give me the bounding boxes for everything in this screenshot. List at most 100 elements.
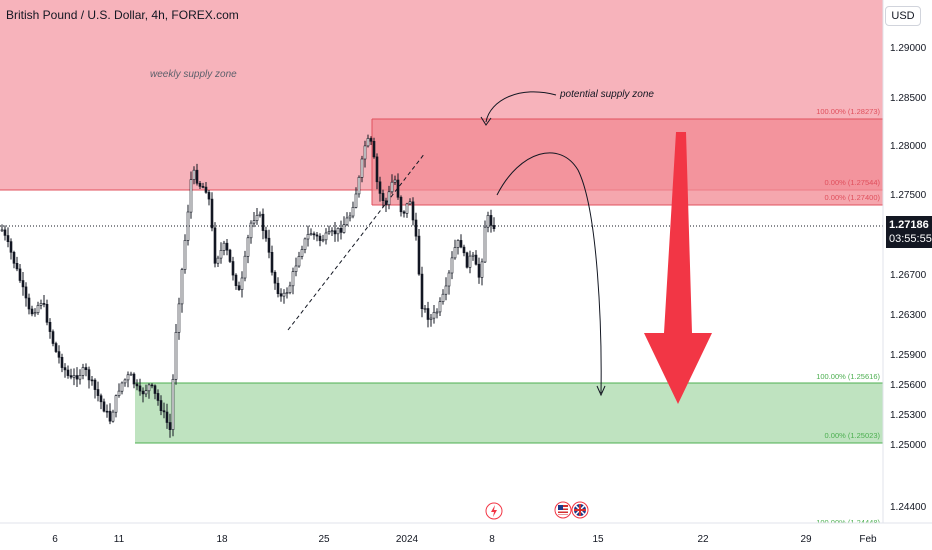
candle-body	[231, 261, 235, 276]
candle-body	[108, 410, 112, 422]
supply-pointer-arrowhead	[480, 116, 492, 126]
candle-body	[441, 293, 445, 303]
candle-body	[210, 198, 214, 229]
price-tick: 1.28000	[890, 141, 927, 152]
supply-pointer-arrow	[485, 91, 557, 123]
candle-body	[207, 192, 211, 200]
candle-body	[453, 247, 457, 259]
candle-body	[69, 375, 73, 378]
candle-body	[177, 303, 181, 333]
candle-body	[381, 193, 385, 201]
fib-bottom-100-label: 100.00% (1.25616)	[816, 372, 880, 381]
candle-body	[270, 252, 274, 273]
trend-line[interactable]	[287, 152, 426, 331]
big-down-arrow[interactable]	[644, 132, 712, 404]
candle-body	[330, 230, 334, 232]
candles-group	[0, 134, 496, 438]
candle-body	[411, 201, 415, 221]
candle-body	[489, 215, 493, 226]
candle-body	[357, 177, 361, 195]
time-tick: Feb	[859, 534, 877, 545]
candle-body	[285, 292, 289, 294]
candle-body	[72, 375, 76, 378]
candle-body	[18, 268, 22, 281]
candle-body	[375, 156, 379, 183]
candle-body	[327, 231, 331, 234]
time-tick: 15	[592, 534, 604, 545]
potential-supply-zone[interactable]	[372, 119, 883, 205]
candle-body	[435, 311, 439, 314]
candle-body	[138, 385, 142, 392]
price-tick: 1.25300	[890, 410, 927, 421]
candle-body	[261, 213, 265, 231]
candle-body	[306, 234, 310, 240]
candle-body	[483, 226, 487, 263]
time-tick: 25	[318, 534, 330, 545]
candle-body	[156, 393, 160, 401]
uk-flag-icon[interactable]	[571, 501, 589, 519]
candle-body	[417, 235, 421, 275]
candle-body	[315, 234, 319, 237]
candle-body	[87, 369, 91, 381]
candle-body	[363, 145, 367, 160]
candle-body	[60, 356, 64, 368]
candle-body	[117, 390, 121, 396]
candle-body	[30, 308, 34, 315]
candle-body	[333, 230, 337, 235]
candle-body	[432, 312, 436, 319]
candle-body	[339, 228, 343, 233]
candle-body	[96, 389, 100, 396]
candle-body	[429, 317, 433, 320]
candle-body	[174, 331, 178, 380]
candle-body	[51, 331, 55, 344]
candle-body	[354, 193, 358, 208]
candle-body	[402, 211, 406, 214]
candle-body	[438, 301, 442, 313]
candle-body	[474, 254, 478, 265]
time-axis[interactable]: 6 11 18 25 2024 8 15 22 29 Feb	[0, 522, 932, 550]
demand-zone[interactable]	[135, 383, 883, 443]
candle-body	[75, 375, 79, 380]
candle-body	[324, 232, 328, 241]
candle-body	[426, 308, 430, 320]
candle-body	[486, 215, 490, 228]
weekly-supply-label: weekly supply zone	[150, 69, 237, 80]
candle-body	[213, 227, 217, 264]
price-tick: 1.28500	[890, 93, 927, 104]
candle-body	[180, 269, 184, 305]
candle-body	[303, 238, 307, 250]
us-flag-icon[interactable]	[554, 501, 572, 519]
price-axis[interactable]: 1.29000 1.28500 1.28000 1.27500 1.26700 …	[882, 0, 932, 523]
lightning-icon[interactable]	[485, 502, 503, 520]
currency-button[interactable]: USD	[885, 6, 921, 26]
candle-body	[219, 250, 223, 259]
candle-body	[48, 321, 52, 332]
candle-body	[450, 257, 454, 274]
price-tick: 1.24400	[890, 502, 927, 513]
candle-body	[387, 191, 391, 206]
time-tick: 6	[52, 534, 58, 545]
fib-top-100-label: 100.00% (1.28273)	[816, 107, 880, 116]
candle-body	[240, 277, 244, 290]
candle-body	[471, 254, 475, 257]
candle-body	[33, 312, 37, 315]
candle-body	[351, 207, 355, 217]
candle-body	[39, 303, 43, 306]
candle-body	[444, 285, 448, 295]
candle-body	[42, 303, 46, 305]
time-tick: 29	[800, 534, 812, 545]
candle-body	[366, 138, 370, 147]
candle-body	[300, 249, 304, 257]
candle-body	[456, 240, 460, 248]
symbol-title[interactable]: British Pound / U.S. Dollar, 4h, FOREX.c…	[6, 8, 239, 22]
candle-body	[360, 158, 364, 178]
price-tick: 1.25000	[890, 440, 927, 451]
candle-body	[468, 255, 472, 268]
candle-body	[189, 179, 193, 213]
candle-body	[321, 239, 325, 242]
candle-body	[405, 203, 409, 214]
candle-body	[225, 242, 229, 251]
candle-body	[267, 237, 271, 253]
candle-body	[414, 219, 418, 237]
